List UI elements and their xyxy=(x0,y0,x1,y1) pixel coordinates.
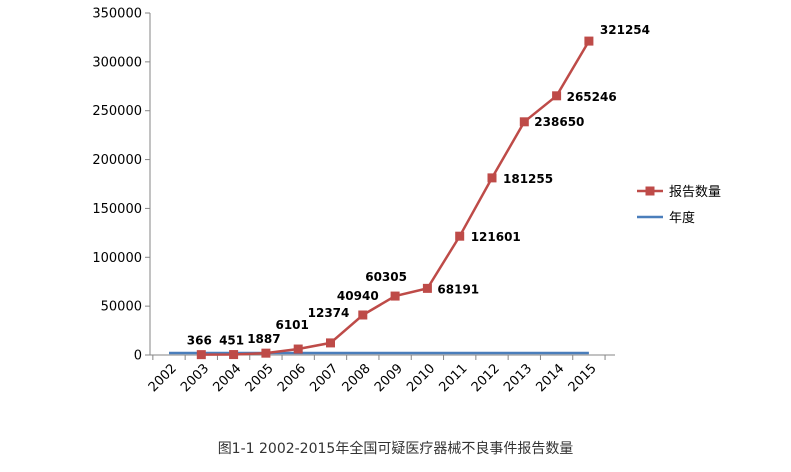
y-tick-label: 0 xyxy=(134,349,142,364)
x-tick-label: 2002 xyxy=(146,361,180,395)
data-point xyxy=(358,310,368,320)
x-tick-label: 2009 xyxy=(372,361,406,395)
data-point xyxy=(261,348,271,358)
x-tick-label: 2005 xyxy=(243,361,277,395)
data-point xyxy=(293,344,303,354)
data-label: 6101 xyxy=(275,318,308,332)
data-point xyxy=(196,350,206,360)
y-axis-ticks: 0 50000 100000 150000 200000 250000 300000 3500… xyxy=(92,7,150,364)
x-tick-label: 2011 xyxy=(437,361,471,395)
data-label: 321254 xyxy=(600,23,650,37)
data-label: 12374 xyxy=(308,306,350,320)
x-tick-label: 2003 xyxy=(178,361,212,395)
series-line-report-count xyxy=(201,40,590,356)
data-label: 68191 xyxy=(437,282,479,296)
series-markers xyxy=(196,36,594,360)
figure-caption: 图1-1 2002-2015年全国可疑医疗器械不良事件报告数量 xyxy=(217,441,574,457)
x-tick-label: 2007 xyxy=(307,361,341,395)
data-point xyxy=(326,338,335,348)
y-tick-label: 150000 xyxy=(92,202,142,217)
x-tick-label: 2006 xyxy=(275,361,309,395)
legend-marker-report-count xyxy=(645,186,655,196)
data-label: 181255 xyxy=(503,172,553,186)
data-point xyxy=(584,36,594,46)
data-label: 60305 xyxy=(365,270,407,284)
y-tick-label: 100000 xyxy=(92,251,142,266)
data-label: 265246 xyxy=(567,90,617,104)
data-label: 451 xyxy=(219,334,244,348)
legend-label-report-count: 报告数量 xyxy=(669,185,721,200)
data-point xyxy=(487,173,497,183)
x-tick-label: 2012 xyxy=(469,361,503,395)
y-tick-label: 300000 xyxy=(92,55,142,70)
x-tick-label: 2015 xyxy=(566,361,600,395)
data-point xyxy=(552,91,562,101)
series-lines xyxy=(169,40,590,356)
legend-label-year: 年度 xyxy=(669,210,695,226)
data-label: 121601 xyxy=(471,230,521,244)
x-tick-label: 2013 xyxy=(501,361,535,395)
x-tick-label: 2004 xyxy=(210,361,244,395)
x-tick-label: 2014 xyxy=(533,361,567,395)
data-point xyxy=(455,231,465,241)
data-point xyxy=(390,291,400,301)
y-tick-label: 200000 xyxy=(92,153,142,168)
data-point xyxy=(422,283,432,293)
data-label: 40940 xyxy=(337,289,379,303)
data-label: 238650 xyxy=(534,115,584,129)
data-point xyxy=(519,117,529,127)
x-tick-label: 2010 xyxy=(404,361,438,395)
y-tick-label: 50000 xyxy=(101,300,142,315)
data-label: 1887 xyxy=(247,332,280,346)
y-tick-label: 350000 xyxy=(92,7,142,22)
data-label: 366 xyxy=(187,334,212,348)
x-tick-label: 2008 xyxy=(340,361,374,395)
x-axis-ticks: 2002200320042005200620072008200920102011… xyxy=(146,355,606,395)
y-tick-label: 250000 xyxy=(92,104,142,119)
data-point xyxy=(229,350,239,360)
